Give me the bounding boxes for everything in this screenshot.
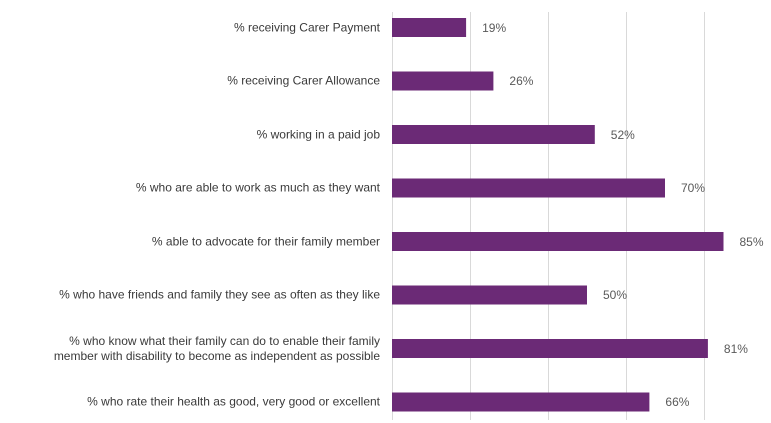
- value-label-0: 19%: [482, 20, 507, 35]
- bar-0: [392, 18, 467, 37]
- category-label-7: % who rate their health as good, very go…: [8, 395, 380, 410]
- category-label-1: % receiving Carer Allowance: [8, 74, 380, 89]
- category-label-4: % able to advocate for their family memb…: [8, 234, 380, 249]
- value-label-5: 50%: [603, 288, 628, 302]
- category-label-6: % who know what their family can do to e…: [8, 334, 380, 364]
- bar-4: [392, 232, 724, 251]
- category-label-line: % who know what their family can do to e…: [69, 333, 380, 348]
- category-label-0: % receiving Carer Payment: [8, 20, 380, 35]
- category-label-line: % who have friends and family they see a…: [59, 287, 380, 302]
- bar-2: [392, 125, 595, 144]
- category-label-line: % able to advocate for their family memb…: [151, 234, 380, 248]
- bar-1: [392, 71, 494, 91]
- value-label-4: 85%: [739, 234, 764, 249]
- value-label-6: 81%: [723, 341, 748, 356]
- category-label-line: % working in a paid job: [256, 127, 380, 141]
- value-label-3: 70%: [681, 181, 706, 195]
- bar-7: [392, 392, 650, 412]
- value-label-7: 66%: [665, 395, 690, 409]
- bar-5: [392, 285, 587, 305]
- bar-3: [392, 178, 665, 198]
- category-label-line: member with disability to become as inde…: [53, 348, 380, 363]
- category-label-2: % working in a paid job: [8, 127, 380, 142]
- category-label-line: % receiving Carer Allowance: [227, 73, 380, 88]
- category-label-line: % who rate their health as good, very go…: [87, 394, 380, 409]
- category-label-line: % receiving Carer Payment: [233, 20, 380, 34]
- category-label-5: % who have friends and family they see a…: [8, 288, 380, 303]
- value-label-2: 52%: [610, 127, 635, 142]
- value-label-1: 26%: [509, 74, 534, 88]
- category-label-3: % who are able to work as much as they w…: [8, 181, 380, 196]
- bar-6: [392, 339, 708, 358]
- category-label-line: % who are able to work as much as they w…: [135, 180, 380, 195]
